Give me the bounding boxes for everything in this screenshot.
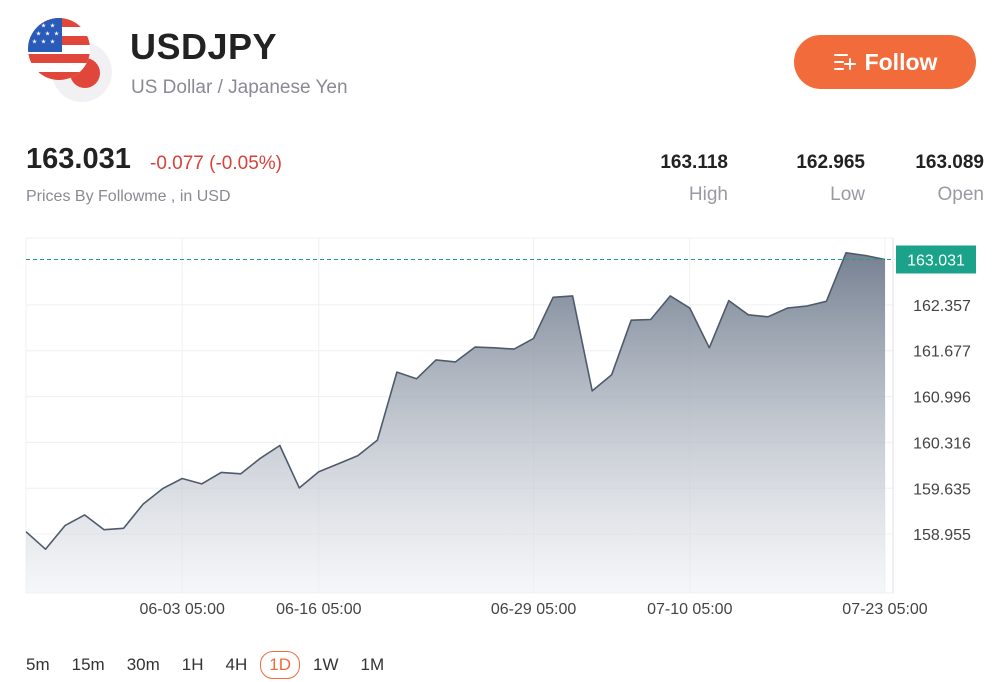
stat-open-label: Open	[937, 184, 984, 205]
y-tick-label: 162.357	[913, 298, 971, 315]
x-tick-label: 06-03 05:00	[139, 601, 225, 618]
y-tick-label: 161.677	[913, 344, 971, 361]
period-15m[interactable]: 15m	[71, 655, 105, 674]
stat-high: 163.118 High	[660, 152, 728, 206]
x-tick-label: 07-23 05:00	[842, 601, 928, 618]
period-1d[interactable]: 1D	[260, 651, 300, 679]
period-1m[interactable]: 1M	[360, 655, 385, 674]
x-tick-label: 06-29 05:00	[491, 601, 577, 618]
stat-open: 163.089 Open	[915, 152, 984, 206]
symbol-name: US Dollar / Japanese Yen	[131, 77, 348, 98]
stat-high-value: 163.118	[660, 152, 728, 173]
y-tick-label: 160.996	[913, 390, 971, 407]
x-tick-label: 06-16 05:00	[276, 601, 362, 618]
period-1w[interactable]: 1W	[312, 655, 339, 674]
period-5m[interactable]: 5m	[26, 655, 50, 674]
price-change: -0.077 (-0.05%)	[150, 153, 283, 174]
stat-low-label: Low	[830, 184, 865, 205]
price-chart[interactable]: 162.357 161.677 160.996 160.316 159.635 158.9…	[0, 230, 1008, 630]
period-30m[interactable]: 30m	[126, 655, 160, 674]
instrument-header: USDJPY US Dollar / Japanese Yen Follow	[0, 0, 1008, 120]
stat-high-label: High	[688, 184, 728, 205]
y-tick-label: 158.955	[913, 527, 971, 544]
last-price-label: 163.031	[907, 252, 965, 269]
stat-low: 162.965 Low	[796, 152, 865, 206]
current-price: 163.031	[26, 143, 131, 175]
y-tick-label: 160.316	[913, 435, 971, 452]
follow-label[interactable]: Follow	[864, 48, 938, 75]
period-1h[interactable]: 1H	[181, 655, 204, 674]
price-area	[26, 252, 885, 594]
follow-list-plus-icon	[833, 54, 856, 70]
period-selector: 5m 15m 30m 1H 4H 1D 1W 1M	[26, 651, 406, 679]
usd-jpy-flag-icon	[28, 18, 118, 104]
price-line	[25, 252, 886, 550]
follow-button[interactable]: Follow	[794, 35, 976, 89]
price-source: Prices By Followme , in USD	[26, 188, 231, 205]
x-tick-label: 07-10 05:00	[647, 601, 733, 618]
y-tick-label: 159.635	[913, 481, 971, 498]
symbol-title: USDJPY	[130, 26, 278, 67]
period-4h[interactable]: 4H	[225, 655, 248, 674]
stat-open-value: 163.089	[915, 152, 984, 173]
last-price-badge	[896, 245, 976, 274]
stat-low-value: 162.965	[796, 152, 865, 173]
